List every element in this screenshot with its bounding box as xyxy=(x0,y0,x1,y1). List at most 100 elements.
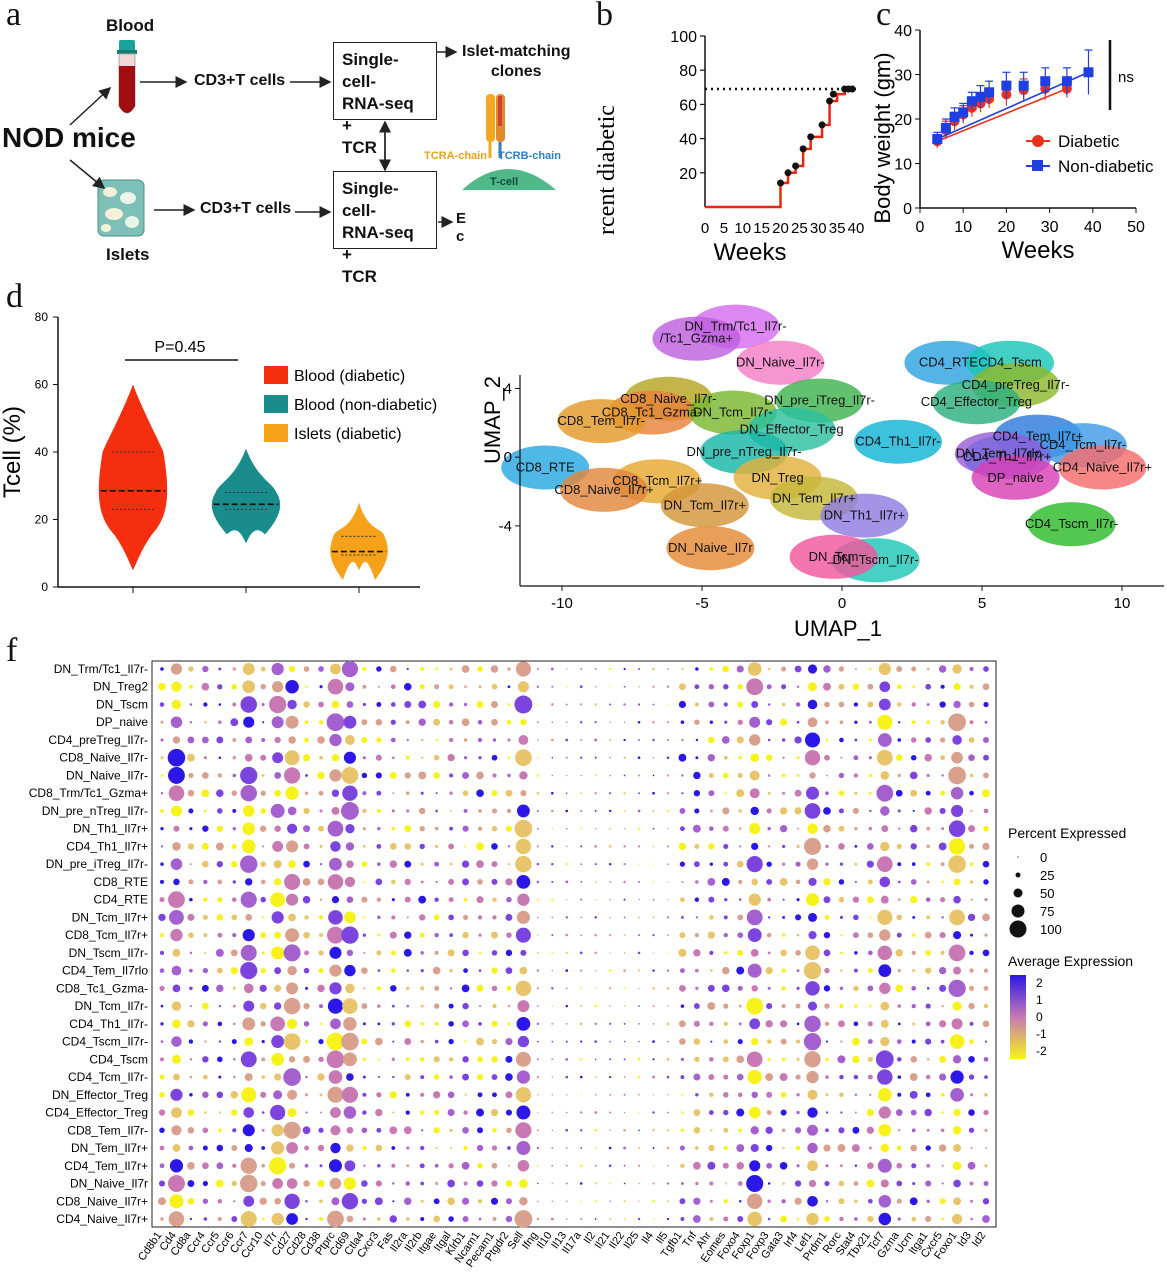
f-dot xyxy=(406,986,410,991)
f-dot xyxy=(261,1111,265,1114)
f-dot xyxy=(767,667,771,671)
f-dot xyxy=(952,1161,962,1171)
f-dot xyxy=(376,1092,382,1098)
f-dot xyxy=(506,1127,512,1133)
f-dot xyxy=(877,945,893,961)
f-dot xyxy=(515,855,532,873)
f-dot xyxy=(749,1018,761,1030)
f-dot xyxy=(492,1003,497,1009)
f-dot xyxy=(318,1056,324,1063)
f-dot xyxy=(951,751,963,764)
e-cluster-label: DN_pre_iTreg_Il7r- xyxy=(764,392,875,407)
f-dot xyxy=(681,667,684,671)
f-dot xyxy=(305,1075,308,1079)
f-dot xyxy=(231,843,237,850)
f-dot xyxy=(766,878,773,885)
f-dot xyxy=(536,721,539,724)
f-dot xyxy=(722,1056,729,1063)
f-dot xyxy=(565,916,568,919)
f-dot xyxy=(376,897,382,902)
f-row-label: CD4_Th1_Il7r- xyxy=(69,1017,148,1031)
f-dot xyxy=(666,987,670,990)
f-dot xyxy=(242,663,255,675)
e-cluster-label: /Tc1_Gzma+ xyxy=(660,331,733,346)
f-dot xyxy=(608,987,612,990)
f-dot xyxy=(329,857,342,871)
f-dot xyxy=(420,969,424,973)
f-dot xyxy=(476,701,484,708)
f-dot xyxy=(536,845,539,848)
f-dot xyxy=(478,1005,482,1008)
f-dot xyxy=(305,1111,308,1114)
f-dot xyxy=(434,1110,440,1116)
f-dot xyxy=(551,862,554,866)
f-dot xyxy=(736,665,744,673)
f-dot xyxy=(392,1040,395,1043)
f-dot xyxy=(330,1107,341,1118)
f-dot xyxy=(708,843,715,850)
f-dot xyxy=(478,1217,482,1221)
f-dot xyxy=(565,1040,568,1043)
f-dot xyxy=(838,790,845,796)
f-dot xyxy=(948,979,966,998)
f-dot xyxy=(609,881,611,883)
f-dot xyxy=(537,703,539,706)
f-dot xyxy=(274,736,281,744)
f-dot xyxy=(216,1144,224,1152)
f-dot xyxy=(709,915,714,920)
f-dot xyxy=(652,898,655,901)
f-dot xyxy=(926,826,931,831)
f-dot xyxy=(854,845,858,848)
f-dot xyxy=(969,720,974,725)
f-dot xyxy=(345,842,355,851)
f-dot xyxy=(866,1179,875,1188)
d-legend-swatch xyxy=(264,395,288,413)
f-dot xyxy=(477,826,483,831)
f-dot xyxy=(678,1020,686,1028)
f-row-label: DN_Treg2 xyxy=(93,680,148,694)
f-dot xyxy=(242,822,256,835)
f-dot xyxy=(344,1160,356,1172)
f-dot xyxy=(652,1182,655,1185)
f-dot xyxy=(767,703,771,706)
f-dot xyxy=(260,666,266,672)
f-dot xyxy=(609,667,612,671)
f-dot xyxy=(330,841,341,852)
f-dot xyxy=(951,1213,963,1225)
panel-f-label: f xyxy=(6,632,18,669)
f-dot xyxy=(765,1144,773,1152)
f-dot xyxy=(781,968,786,973)
f-dot xyxy=(925,967,932,974)
f-dot xyxy=(319,1004,323,1009)
f-dot xyxy=(362,1057,366,1061)
f-dot xyxy=(342,785,358,801)
f-dot xyxy=(868,826,873,831)
c-xlabel: Weeks xyxy=(1002,237,1075,264)
f-dot xyxy=(795,950,801,956)
f-dot xyxy=(331,896,340,904)
f-dot xyxy=(304,720,309,725)
f-dot xyxy=(390,985,397,992)
f-dot xyxy=(766,1091,773,1098)
f-dot xyxy=(189,863,192,866)
f-dot xyxy=(217,1217,222,1221)
f-dot xyxy=(968,1074,975,1080)
d-legend-swatch xyxy=(264,424,288,442)
f-dot xyxy=(638,987,640,989)
f-dot xyxy=(434,1021,439,1026)
f-frame xyxy=(151,660,997,1228)
f-dot xyxy=(969,773,974,778)
f-dot xyxy=(490,1108,499,1117)
f-dot xyxy=(765,1126,773,1134)
f-dot xyxy=(722,807,730,815)
f-dot xyxy=(286,1142,298,1154)
f-dot xyxy=(158,682,166,691)
f-dot xyxy=(435,1146,438,1150)
f-dot xyxy=(217,879,223,885)
f-dot xyxy=(231,1145,238,1152)
f-dot xyxy=(405,1181,410,1186)
f-dot xyxy=(623,880,626,884)
f-dot xyxy=(694,808,700,814)
c-ytick-label: 40 xyxy=(894,23,912,40)
f-dot xyxy=(188,772,194,779)
